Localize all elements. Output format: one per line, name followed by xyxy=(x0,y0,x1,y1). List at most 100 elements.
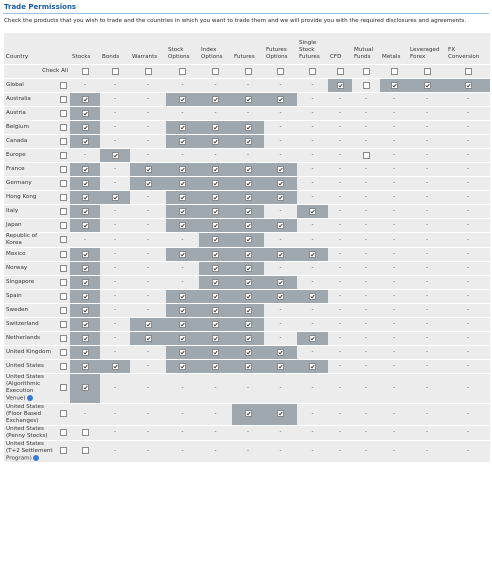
checkbox-checked[interactable] xyxy=(244,362,252,370)
checkbox-checked[interactable] xyxy=(244,165,252,173)
checkbox[interactable] xyxy=(336,67,344,75)
checkbox-checked[interactable] xyxy=(212,236,220,243)
checkbox[interactable] xyxy=(59,179,67,187)
checkbox-checked[interactable] xyxy=(244,306,252,314)
checkbox-checked[interactable] xyxy=(277,348,285,356)
checkbox-checked[interactable] xyxy=(244,179,252,187)
checkbox-checked[interactable] xyxy=(81,264,89,272)
checkbox-checked[interactable] xyxy=(111,193,119,201)
checkbox-checked[interactable] xyxy=(179,221,187,229)
checkbox[interactable] xyxy=(59,334,67,342)
checkbox[interactable] xyxy=(81,428,89,436)
checkbox[interactable] xyxy=(59,447,67,455)
checkbox-checked[interactable] xyxy=(309,334,317,342)
checkbox-checked[interactable] xyxy=(81,348,89,356)
checkbox-checked[interactable] xyxy=(277,165,285,173)
checkbox-checked[interactable] xyxy=(244,193,252,201)
checkbox-checked[interactable] xyxy=(179,165,187,173)
checkbox[interactable] xyxy=(362,81,370,89)
info-icon[interactable] xyxy=(26,395,33,401)
checkbox[interactable] xyxy=(59,292,67,300)
checkbox-checked[interactable] xyxy=(81,193,89,201)
checkbox[interactable] xyxy=(111,67,119,75)
checkbox[interactable] xyxy=(179,67,187,75)
checkbox[interactable] xyxy=(59,320,67,328)
checkbox-checked[interactable] xyxy=(212,137,220,145)
checkbox-checked[interactable] xyxy=(179,137,187,145)
checkbox-checked[interactable] xyxy=(277,179,285,187)
checkbox-checked[interactable] xyxy=(464,81,472,89)
checkbox-checked[interactable] xyxy=(244,278,252,286)
checkbox-checked[interactable] xyxy=(179,193,187,201)
checkbox[interactable] xyxy=(309,67,317,75)
checkbox-checked[interactable] xyxy=(277,221,285,229)
checkbox[interactable] xyxy=(81,67,89,75)
checkbox-checked[interactable] xyxy=(144,179,152,187)
checkbox[interactable] xyxy=(59,137,67,145)
checkbox[interactable] xyxy=(362,67,370,75)
checkbox-checked[interactable] xyxy=(244,221,252,229)
checkbox-checked[interactable] xyxy=(212,292,220,300)
checkbox-checked[interactable] xyxy=(277,292,285,300)
checkbox[interactable] xyxy=(59,250,67,258)
checkbox[interactable] xyxy=(59,193,67,201)
checkbox[interactable] xyxy=(362,151,370,159)
checkbox[interactable] xyxy=(59,123,67,131)
checkbox-checked[interactable] xyxy=(212,221,220,229)
checkbox-checked[interactable] xyxy=(179,95,187,103)
checkbox-checked[interactable] xyxy=(179,123,187,131)
info-icon[interactable] xyxy=(32,454,39,461)
checkbox-checked[interactable] xyxy=(244,264,252,272)
checkbox[interactable] xyxy=(59,109,67,117)
checkbox-checked[interactable] xyxy=(179,292,187,300)
checkbox-checked[interactable] xyxy=(81,109,89,117)
checkbox-checked[interactable] xyxy=(212,179,220,187)
checkbox-checked[interactable] xyxy=(277,95,285,103)
checkbox-checked[interactable] xyxy=(212,334,220,342)
checkbox-checked[interactable] xyxy=(144,334,152,342)
checkbox[interactable] xyxy=(277,67,285,75)
checkbox-checked[interactable] xyxy=(179,320,187,328)
checkbox-checked[interactable] xyxy=(244,334,252,342)
checkbox[interactable] xyxy=(144,67,152,75)
checkbox-checked[interactable] xyxy=(81,250,89,258)
checkbox-checked[interactable] xyxy=(244,250,252,258)
checkbox[interactable] xyxy=(464,67,472,75)
checkbox-checked[interactable] xyxy=(81,384,89,392)
checkbox-checked[interactable] xyxy=(212,95,220,103)
checkbox-checked[interactable] xyxy=(111,362,119,370)
checkbox-checked[interactable] xyxy=(111,151,119,159)
checkbox-checked[interactable] xyxy=(244,236,252,243)
checkbox[interactable] xyxy=(59,410,67,417)
checkbox-checked[interactable] xyxy=(277,410,285,417)
checkbox-checked[interactable] xyxy=(81,165,89,173)
checkbox-checked[interactable] xyxy=(309,207,317,215)
checkbox[interactable] xyxy=(59,165,67,173)
checkbox[interactable] xyxy=(244,67,252,75)
checkbox-checked[interactable] xyxy=(212,306,220,314)
checkbox-checked[interactable] xyxy=(277,193,285,201)
checkbox-checked[interactable] xyxy=(179,306,187,314)
checkbox-checked[interactable] xyxy=(244,123,252,131)
checkbox-checked[interactable] xyxy=(179,334,187,342)
checkbox-checked[interactable] xyxy=(81,320,89,328)
checkbox-checked[interactable] xyxy=(81,179,89,187)
checkbox-checked[interactable] xyxy=(277,278,285,286)
checkbox-checked[interactable] xyxy=(212,193,220,201)
checkbox-checked[interactable] xyxy=(179,179,187,187)
checkbox-checked[interactable] xyxy=(244,137,252,145)
checkbox[interactable] xyxy=(59,236,67,243)
checkbox[interactable] xyxy=(59,81,67,89)
checkbox-checked[interactable] xyxy=(390,81,398,89)
checkbox[interactable] xyxy=(59,428,67,436)
checkbox-checked[interactable] xyxy=(212,123,220,131)
checkbox-checked[interactable] xyxy=(309,362,317,370)
checkbox-checked[interactable] xyxy=(179,362,187,370)
checkbox-checked[interactable] xyxy=(179,207,187,215)
checkbox-checked[interactable] xyxy=(212,362,220,370)
checkbox-checked[interactable] xyxy=(212,264,220,272)
checkbox-checked[interactable] xyxy=(81,137,89,145)
checkbox[interactable] xyxy=(59,362,67,370)
checkbox[interactable] xyxy=(59,151,67,159)
checkbox[interactable] xyxy=(423,67,431,75)
